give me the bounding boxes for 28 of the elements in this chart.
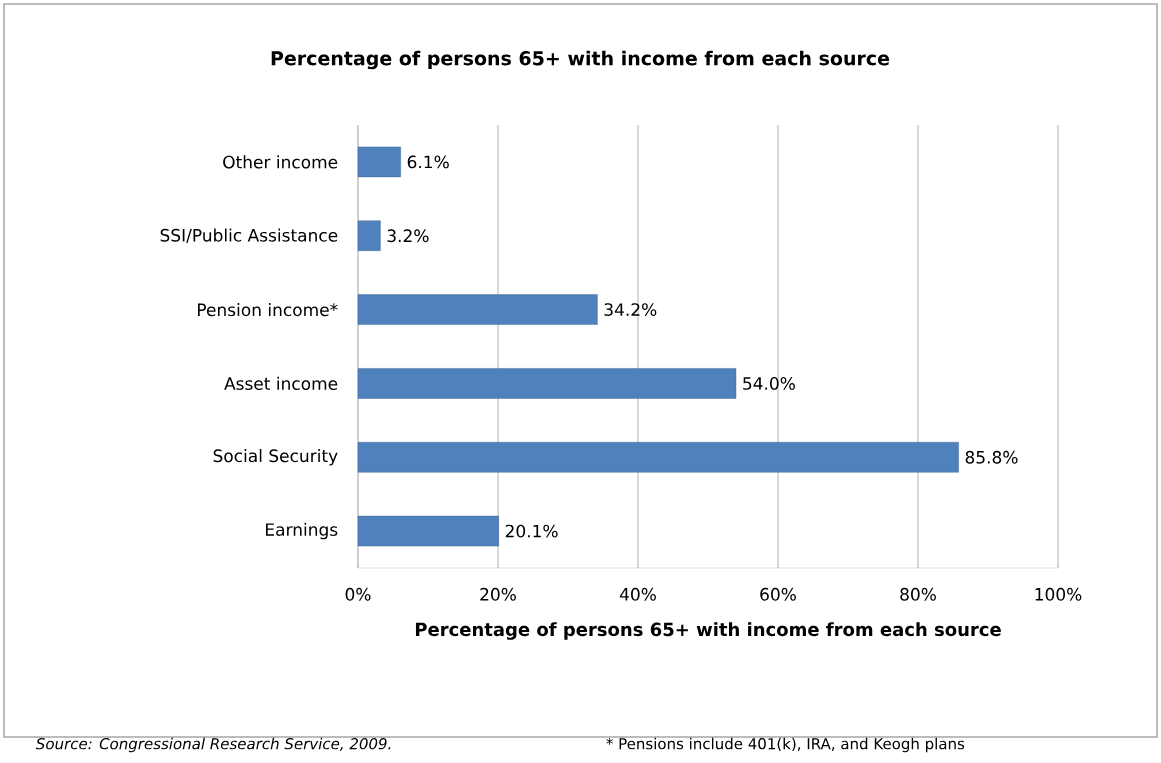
chart-title: Percentage of persons 65+ with income from each source: [271, 50, 890, 70]
data-label: 34.2%: [604, 303, 657, 317]
y-tick-label: Earnings: [266, 522, 338, 540]
data-label: 54.0%: [743, 376, 795, 390]
y-tick-label: Asset income: [224, 376, 338, 390]
source-note: Source: Congressional Research Service, 2009.: [35, 737, 391, 753]
bar: [357, 368, 737, 399]
x-axis-title: Percentage of persons 65+ with income from each source: [415, 622, 1001, 640]
bar: [357, 442, 959, 473]
bar: [357, 146, 401, 178]
data-label: 85.8%: [965, 450, 1018, 464]
x-tick-label: 0%: [345, 587, 371, 601]
x-tick-label: 100%: [1035, 587, 1082, 601]
x-tick-label: 20%: [480, 587, 516, 601]
y-tick-label: Pension income*: [198, 303, 338, 317]
text: * Pensions include 401(k), IRA, and Keogh plans: [606, 737, 965, 753]
x-tick-label: 40%: [619, 587, 656, 601]
data-label: 3.2%: [387, 229, 429, 243]
y-tick-label: Other income: [223, 155, 338, 169]
bar: [357, 515, 499, 547]
data-label: 20.1%: [505, 524, 558, 538]
bar: [357, 294, 598, 325]
x-tick-label: 60%: [760, 587, 796, 601]
y-tick-label: SSI/Public Assistance: [160, 228, 338, 243]
data-label: 6.1%: [407, 155, 449, 169]
x-tick-label: 80%: [900, 587, 936, 601]
bar: [357, 220, 381, 251]
y-tick-label: Social Security: [213, 449, 338, 466]
